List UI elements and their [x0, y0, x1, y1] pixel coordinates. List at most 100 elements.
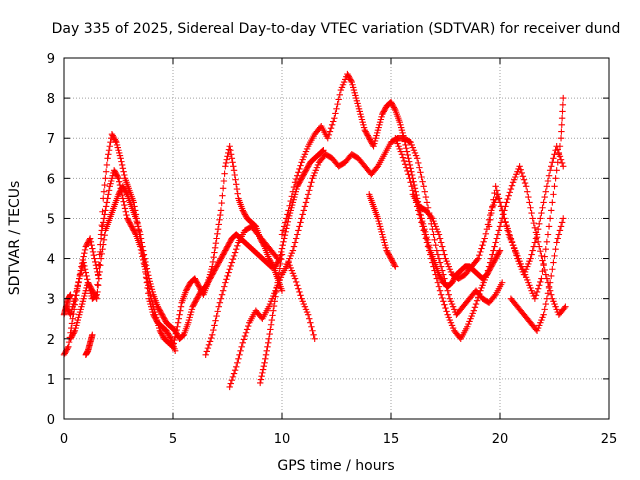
data-point	[99, 245, 106, 253]
data-point	[423, 239, 431, 246]
data-point	[503, 199, 510, 206]
data-point	[494, 231, 502, 238]
data-point	[211, 244, 219, 252]
data-point	[327, 124, 335, 132]
data-point	[226, 383, 233, 391]
data-point	[555, 151, 563, 158]
data-point	[496, 223, 504, 230]
data-point	[96, 268, 103, 276]
data-point	[81, 262, 88, 270]
data-point	[94, 288, 101, 296]
data-point	[553, 239, 560, 246]
data-point	[404, 167, 411, 175]
data-point	[320, 147, 327, 154]
data-point	[236, 351, 243, 359]
data-point	[264, 343, 271, 350]
data-point	[309, 327, 316, 334]
data-point	[292, 278, 300, 286]
data-point	[227, 147, 234, 154]
data-point	[263, 347, 270, 355]
data-point	[121, 171, 128, 179]
data-point	[227, 151, 235, 158]
data-point	[121, 201, 128, 209]
data-point	[64, 344, 71, 352]
data-point	[307, 319, 314, 326]
data-point	[297, 162, 304, 169]
data-point	[485, 223, 493, 230]
data-point	[544, 177, 552, 185]
data-point	[538, 252, 545, 260]
data-point	[202, 351, 209, 359]
data-point	[486, 259, 494, 266]
data-point	[405, 171, 412, 178]
data-point	[440, 247, 447, 254]
data-point	[278, 251, 286, 258]
data-point	[107, 139, 114, 146]
data-point	[102, 175, 109, 182]
data-point	[122, 208, 129, 215]
data-point	[546, 279, 554, 286]
data-point	[531, 224, 539, 232]
data-point	[229, 159, 236, 166]
data-point	[216, 299, 224, 306]
series-track-k	[226, 259, 318, 391]
data-point	[432, 241, 439, 249]
data-point	[408, 171, 416, 179]
data-point	[245, 322, 252, 330]
y-tick-label: 5	[47, 212, 55, 227]
data-point	[525, 193, 532, 201]
data-point	[275, 270, 283, 277]
data-point	[290, 183, 298, 191]
data-point	[270, 302, 278, 310]
data-point	[100, 241, 107, 248]
data-point	[536, 282, 543, 289]
data-point	[83, 272, 90, 280]
data-point	[560, 163, 567, 170]
data-point	[221, 170, 228, 177]
data-point	[280, 223, 288, 230]
data-point	[102, 207, 109, 214]
data-point	[495, 195, 503, 202]
data-point	[399, 154, 407, 161]
x-tick-label: 0	[60, 432, 68, 447]
data-point	[416, 164, 423, 171]
data-point	[242, 329, 250, 336]
data-point	[82, 269, 89, 276]
data-point	[101, 211, 108, 218]
data-point	[541, 193, 548, 201]
data-point	[176, 311, 183, 318]
series-track-b	[62, 167, 179, 355]
data-point	[239, 339, 246, 346]
data-point	[470, 307, 478, 314]
data-point	[517, 166, 524, 173]
data-point	[207, 334, 215, 342]
data-point	[72, 292, 79, 299]
data-point	[425, 247, 433, 254]
y-tick-label: 7	[47, 132, 55, 147]
data-point	[434, 279, 442, 286]
data-point	[437, 263, 445, 270]
data-point	[240, 336, 248, 343]
data-point	[472, 300, 480, 308]
data-point	[435, 255, 443, 262]
data-point	[171, 347, 179, 355]
data-point	[420, 183, 427, 190]
data-point	[261, 359, 268, 367]
data-point	[278, 245, 286, 252]
data-point	[475, 255, 482, 262]
data-point	[492, 239, 499, 246]
data-point	[548, 272, 555, 280]
data-point	[541, 306, 548, 313]
data-point	[227, 380, 234, 387]
data-point	[296, 165, 303, 173]
data-point	[304, 311, 312, 318]
data-point	[501, 215, 508, 222]
data-point	[217, 211, 224, 219]
data-point	[92, 258, 99, 266]
data-point	[275, 274, 282, 282]
data-point	[347, 77, 355, 84]
data-point	[140, 251, 148, 258]
data-point	[269, 312, 276, 319]
data-point	[505, 192, 512, 199]
data-point	[234, 359, 241, 367]
